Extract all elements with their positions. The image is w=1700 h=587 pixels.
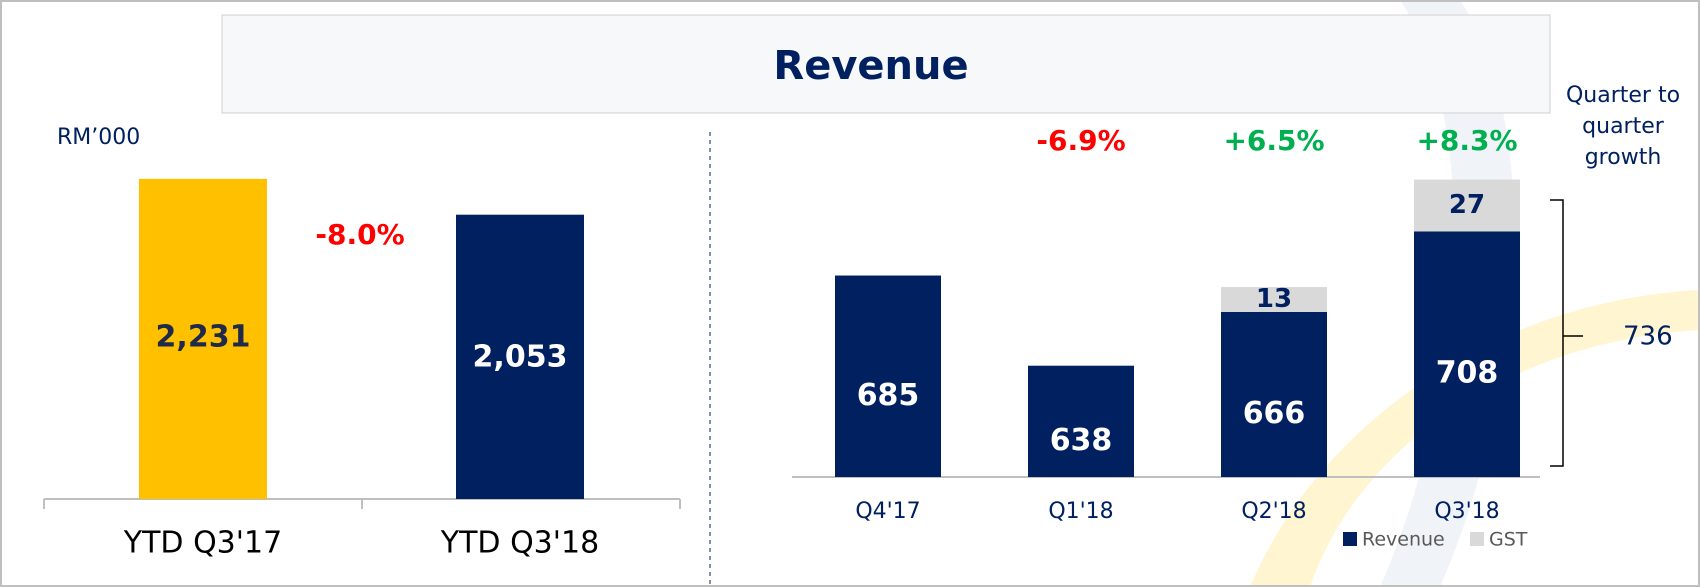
value-label: 13 [1256, 284, 1292, 314]
growth-label: +6.5% [1223, 124, 1324, 157]
title: Revenue [773, 43, 968, 89]
value-label: 27 [1449, 190, 1485, 220]
growth-label: +8.3% [1416, 124, 1517, 157]
value-label: 708 [1436, 356, 1499, 391]
bar-segment [1414, 231, 1520, 477]
growth-annotation: -8.0% [315, 218, 404, 251]
bar-segment [835, 276, 941, 477]
category-label: Q4'17 [855, 499, 920, 524]
category-label: YTD Q3'18 [440, 526, 599, 561]
slide: Revenue RM’000 2,231 YTD Q3'17 2,053 YTD Q3… [0, 0, 1700, 587]
value-label: 2,231 [156, 320, 251, 355]
value-label: 666 [1243, 396, 1306, 431]
unit: RM’000 [57, 125, 140, 150]
category-label: YTD Q3'17 [123, 526, 282, 561]
bar-segment [1221, 312, 1327, 477]
legend-label: GST [1489, 529, 1528, 551]
bar-segment [1028, 366, 1134, 477]
growth-title: Quarter to quarter growth [1563, 80, 1683, 173]
category-label: Q2'18 [1241, 499, 1306, 524]
value-label: 638 [1050, 423, 1113, 458]
chart: Revenue RM’000 2,231 YTD Q3'17 2,053 YTD Q3… [0, 0, 1700, 587]
value-label: 685 [857, 378, 920, 413]
category-label: Q3'18 [1434, 499, 1499, 524]
value-label: 2,053 [473, 340, 568, 375]
legend-swatch [1343, 532, 1357, 546]
growth-label: -6.9% [1036, 124, 1125, 157]
legend-label: Revenue [1362, 529, 1445, 551]
category-label: Q1'18 [1048, 499, 1113, 524]
legend-swatch [1470, 532, 1484, 546]
bracket-label: 736 [1623, 322, 1673, 352]
